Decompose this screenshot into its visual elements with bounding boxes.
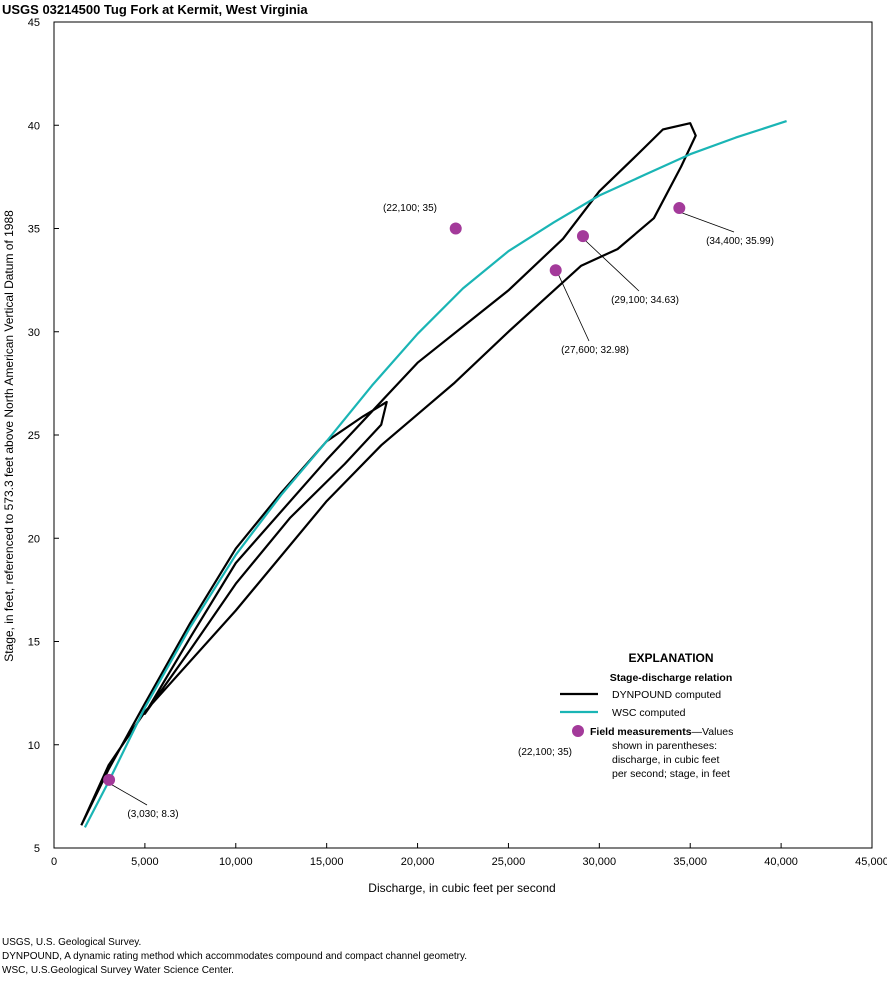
x-tick-label: 5,000 xyxy=(131,856,159,868)
legend-note: per second; stage, in feet xyxy=(612,768,730,780)
point-label: (3,030; 8.3) xyxy=(127,809,178,820)
point-label: (27,600; 32.98) xyxy=(561,345,629,356)
legend-note: —Values xyxy=(692,726,734,738)
leader-line xyxy=(558,275,590,342)
legend-label-name: Field measurements xyxy=(590,726,692,738)
field-point xyxy=(576,230,589,243)
y-tick-label: 35 xyxy=(28,224,40,236)
x-tick-label: 35,000 xyxy=(673,856,707,868)
y-tick-label: 5 xyxy=(34,843,40,855)
footnote: WSC, U.S.Geological Survey Water Science… xyxy=(2,965,234,976)
chart-title: USGS 03214500 Tug Fork at Kermit, West V… xyxy=(2,2,308,17)
legend-title: EXPLANATION xyxy=(628,651,713,665)
footnote: USGS, U.S. Geological Survey. xyxy=(2,937,141,948)
x-tick-label: 30,000 xyxy=(583,856,617,868)
x-tick-label: 0 xyxy=(51,856,57,868)
leader-line xyxy=(585,240,640,292)
field-point xyxy=(673,202,686,215)
x-tick-label: 10,000 xyxy=(219,856,253,868)
series-line xyxy=(83,120,787,828)
y-tick-label: 20 xyxy=(28,533,40,545)
x-axis-label: Discharge, in cubic feet per second xyxy=(368,881,555,895)
y-tick-label: 40 xyxy=(28,120,40,132)
y-tick-label: 15 xyxy=(28,637,40,649)
field-point xyxy=(549,264,562,277)
field-point xyxy=(449,222,462,235)
y-axis-label: Stage, in feet, referenced to 573.3 feet… xyxy=(2,210,16,662)
y-tick-label: 30 xyxy=(28,327,40,339)
x-tick-label: 45,000 xyxy=(855,856,887,868)
x-tick-label: 20,000 xyxy=(401,856,435,868)
field-point xyxy=(103,773,116,786)
x-tick-label: 25,000 xyxy=(492,856,526,868)
x-tick-label: 40,000 xyxy=(764,856,798,868)
plot-frame xyxy=(53,21,873,849)
series-line xyxy=(80,122,697,826)
legend-marker xyxy=(572,725,584,737)
legend-example: (22,100; 35) xyxy=(518,747,572,758)
legend-label: Field measurements—Values xyxy=(590,726,733,738)
legend-subtitle: Stage-discharge relation xyxy=(610,672,733,684)
footnote: DYNPOUND, A dynamic rating method which … xyxy=(2,951,467,962)
legend-note: shown in parentheses: xyxy=(612,740,717,752)
point-label: (29,100; 34.63) xyxy=(611,295,679,306)
point-label: (34,400; 35.99) xyxy=(706,236,774,247)
leader-line xyxy=(682,212,735,233)
legend-label: WSC computed xyxy=(612,707,686,719)
legend-note: discharge, in cubic feet xyxy=(612,754,719,766)
leader-line xyxy=(111,784,148,806)
y-tick-label: 10 xyxy=(28,740,40,752)
x-tick-label: 15,000 xyxy=(310,856,344,868)
y-tick-label: 25 xyxy=(28,430,40,442)
legend-label: DYNPOUND computed xyxy=(612,689,721,701)
point-label: (22,100; 35) xyxy=(383,203,437,214)
y-tick-label: 45 xyxy=(28,17,40,29)
